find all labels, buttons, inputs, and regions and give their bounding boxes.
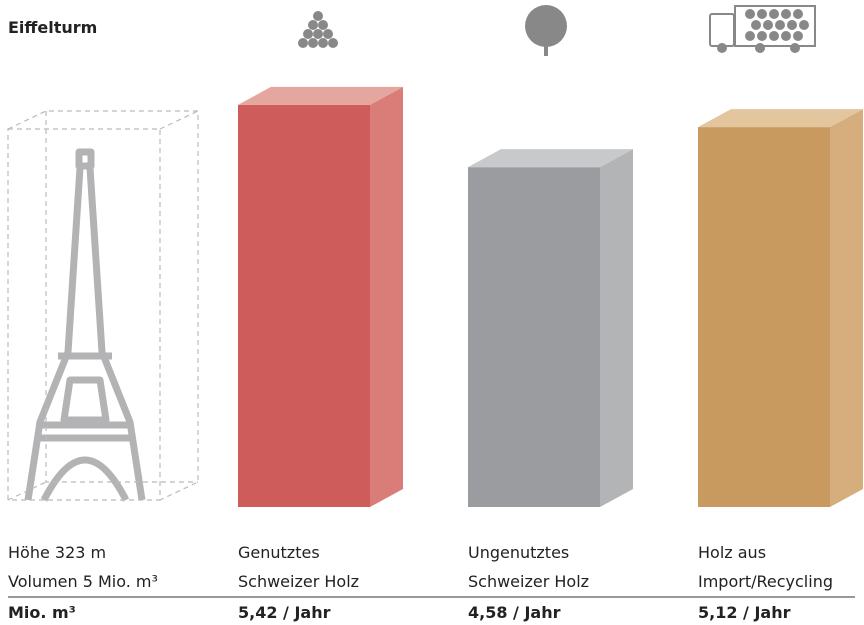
bar-top: [468, 149, 633, 168]
reference-label: Volumen 5 Mio. m³: [8, 572, 158, 591]
value-label: 5,42 / Jahr: [238, 603, 331, 622]
category-label: Import/Recycling: [698, 572, 833, 591]
bar-side: [370, 86, 403, 507]
tree-icon: [525, 5, 567, 56]
bar-side: [600, 149, 633, 507]
bar-top: [698, 109, 863, 128]
reference-box-depth: [7, 110, 199, 501]
bar-front: [238, 104, 370, 507]
reference-box: [7, 128, 161, 501]
category-label: Schweizer Holz: [238, 572, 359, 591]
bar-front: [698, 127, 830, 507]
value-label: 5,12 / Jahr: [698, 603, 791, 622]
reference-label: Höhe 323 m: [8, 543, 106, 562]
log-pile-icon: [298, 11, 338, 48]
truck-icon: [709, 5, 816, 53]
category-label: Holz aus: [698, 543, 766, 562]
bar-side: [830, 109, 863, 507]
category-label: Schweizer Holz: [468, 572, 589, 591]
bar-top: [238, 86, 403, 105]
bar-front: [468, 167, 600, 507]
chart-title: Eiffelturm: [8, 18, 97, 37]
eiffel-tower: [24, 148, 146, 502]
category-label: Genutztes: [238, 543, 320, 562]
category-label: Ungenutztes: [468, 543, 569, 562]
value-label: 4,58 / Jahr: [468, 603, 561, 622]
unit-label: Mio. m³: [8, 603, 76, 622]
